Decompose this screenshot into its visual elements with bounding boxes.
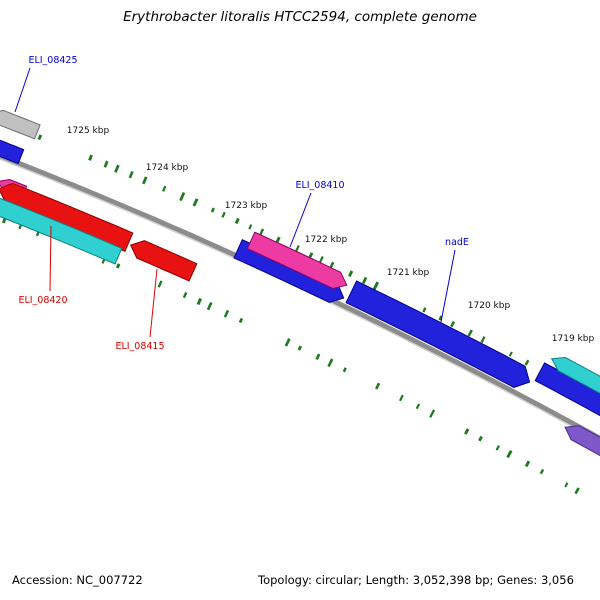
feature-tick [221, 211, 226, 218]
feature-tick [564, 482, 569, 488]
feature-tick [464, 428, 470, 435]
feature-tick [115, 263, 121, 269]
feature-tick [329, 261, 335, 268]
ruler-label: 1725 kbp [67, 126, 110, 136]
gene-label-ELI_08410[interactable]: ELI_08410 [295, 180, 344, 191]
gene-arrow-nadE[interactable] [345, 280, 531, 388]
feature-tick [234, 217, 240, 225]
feature-tick [315, 353, 321, 360]
gene-arrows [0, 109, 600, 479]
feature-tick [142, 176, 148, 185]
feature-tick [223, 309, 230, 318]
ruler-label: 1719 kbp [552, 334, 595, 344]
feature-tick [348, 270, 354, 278]
feature-tick [103, 160, 109, 168]
ruler-label: 1724 kbp [146, 163, 189, 173]
feature-tick [342, 367, 347, 373]
feature-tick [162, 185, 167, 192]
label-leader-line [14, 67, 31, 113]
feature-tick [495, 445, 500, 451]
feature-tick [295, 245, 300, 252]
feature-tick [508, 351, 513, 357]
feature-tick [480, 336, 486, 344]
label-leader-line [440, 249, 456, 323]
feature-tick [88, 154, 93, 161]
feature-tick [372, 281, 380, 291]
gene-label-ELI_08420[interactable]: ELI_08420 [18, 295, 67, 306]
feature-tick [157, 280, 163, 288]
feature-tick [574, 487, 580, 495]
feature-tick [128, 170, 134, 179]
feature-tick [284, 338, 291, 347]
feature-tick [539, 468, 545, 475]
feature-tick [308, 252, 314, 258]
label-leader-line [289, 192, 312, 248]
ruler-label: 1722 kbp [305, 235, 348, 245]
label-leader-line [149, 268, 158, 338]
feature-tick [259, 228, 265, 236]
feature-tick [318, 256, 324, 264]
ruler-label: 1721 kbp [387, 268, 430, 278]
feature-tick [524, 359, 530, 366]
label-leader-line [49, 225, 52, 292]
feature-tick [422, 307, 427, 313]
accession-text: Accession: NC_007722 [12, 573, 143, 587]
feature-tick [206, 301, 213, 311]
gene-arrow-ELI_08415[interactable] [129, 240, 198, 282]
gene-labels: ELI_08425 ELI_08420 ELI_08415 ELI_08410 nadE [14, 55, 469, 352]
gene-arrow-ELI_08410[interactable] [246, 231, 348, 290]
orf-tick-tracks [1, 127, 588, 495]
feature-tick [196, 297, 203, 306]
gene-label-ELI_08425[interactable]: ELI_08425 [28, 55, 77, 66]
ruler-label: 1720 kbp [468, 301, 511, 311]
feature-tick [375, 382, 381, 390]
feature-tick [415, 403, 421, 410]
feature-tick [37, 134, 43, 141]
feature-tick [467, 329, 473, 337]
topology-summary-text: Topology: circular; Length: 3,052,398 bp… [257, 573, 574, 587]
feature-tick [327, 358, 334, 368]
gene-arrow-unlabeled-10[interactable] [550, 356, 600, 432]
feature-tick [182, 292, 188, 299]
feature-tick [478, 435, 483, 442]
gene-arrow-ELI_08425[interactable] [0, 109, 41, 140]
feature-tick [399, 394, 404, 402]
gene-arrow-unlabeled-1[interactable] [0, 136, 25, 165]
page-title: Erythrobacter litoralis HTCC2594, comple… [123, 9, 477, 25]
feature-tick [429, 409, 436, 418]
feature-tick [524, 460, 531, 468]
feature-tick [450, 321, 456, 328]
feature-tick [114, 164, 120, 173]
feature-tick [248, 224, 253, 230]
feature-tick [275, 236, 281, 243]
feature-tick [297, 345, 303, 351]
gene-arrow-unlabeled-4[interactable] [0, 198, 123, 265]
gene-arrow-unlabeled-11[interactable] [564, 425, 600, 479]
feature-tick [210, 207, 215, 213]
feature-tick [438, 315, 443, 321]
gene-label-nadE[interactable]: nadE [445, 237, 469, 248]
gene-label-ELI_08415[interactable]: ELI_08415 [115, 341, 164, 352]
feature-tick [506, 450, 513, 459]
feature-tick [179, 192, 186, 202]
ruler-label: 1723 kbp [225, 201, 268, 211]
feature-tick [238, 317, 244, 324]
feature-tick [192, 198, 199, 207]
feature-tick [361, 276, 368, 284]
ruler-labels: 1725 kbp 1724 kbp 1723 kbp 1722 kbp 1721 kbp… [67, 126, 595, 344]
